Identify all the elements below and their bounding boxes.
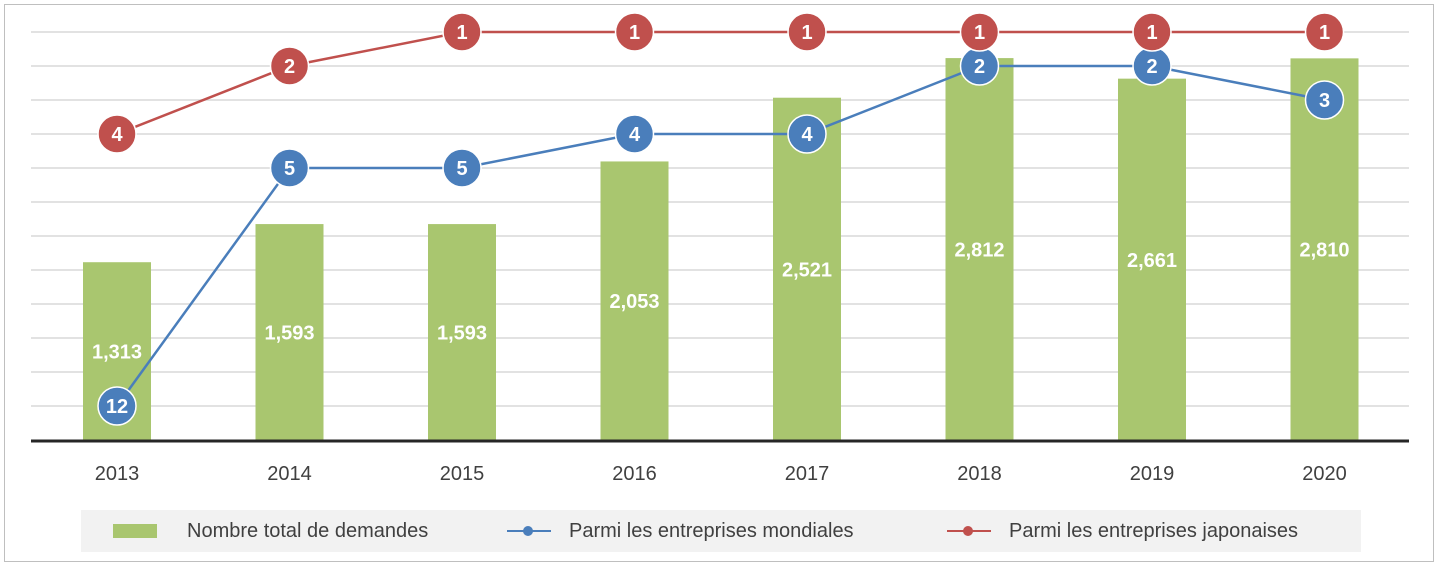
series-marker-label: 3 <box>1319 90 1330 112</box>
series-marker-label: 4 <box>111 124 123 146</box>
bar <box>1118 78 1186 442</box>
x-tick-label: 2014 <box>267 463 312 485</box>
series-line <box>115 64 1325 407</box>
series-marker <box>97 114 137 154</box>
bar-data-label: 1,593 <box>437 323 487 345</box>
series-marker-label: 2 <box>284 56 295 78</box>
series-marker-label: 2 <box>1146 56 1157 78</box>
series-marker-label: 1 <box>1146 22 1157 44</box>
series-marker <box>442 12 482 52</box>
bar-data-label: 2,810 <box>1299 240 1349 262</box>
series-marker <box>1132 12 1172 52</box>
bar-data-label: 2,053 <box>609 291 659 313</box>
legend-label-japonaises: Parmi les entreprises japonaises <box>1009 519 1299 542</box>
x-tick-label: 2019 <box>1130 463 1175 485</box>
series-marker <box>1304 80 1345 120</box>
legend-item-total-demandes: Nombre total de demandes <box>113 510 428 552</box>
legend-swatch-mondiales <box>507 524 551 538</box>
series-marker <box>97 386 137 426</box>
chart-frame: 1,313 1,593 1,593 2,053 2,521 2,812 2,661 2,810… <box>4 4 1434 562</box>
bar-data-label: 2,812 <box>954 240 1004 262</box>
series-marker-label: 1 <box>456 22 467 44</box>
legend-label-mondiales: Parmi les entreprises mondiales <box>569 519 854 542</box>
series-marker-label: 2 <box>974 56 985 78</box>
x-tick-label: 2018 <box>957 463 1002 485</box>
bar-data-label: 1,593 <box>264 323 314 345</box>
series-marker-label: 4 <box>629 124 641 146</box>
series-marker <box>442 148 482 188</box>
series-marker-label: 1 <box>974 22 985 44</box>
series-marker <box>614 12 655 52</box>
x-tick-label: 2020 <box>1302 463 1347 485</box>
chart-plot: 1,313 1,593 1,593 2,053 2,521 2,812 2,661 2,810… <box>31 12 1409 485</box>
bar <box>1290 58 1359 441</box>
series-marker-label: 5 <box>456 158 467 180</box>
bar <box>428 224 496 441</box>
bar-data-label: 1,313 <box>92 342 142 364</box>
series-marker <box>787 12 827 52</box>
x-tick-label: 2016 <box>612 463 657 485</box>
series-marker <box>1304 12 1345 52</box>
x-tick-label: 2013 <box>95 463 140 485</box>
legend-swatch-japonaises <box>947 524 991 538</box>
series-marker <box>787 114 827 154</box>
bar-data-label: 2,521 <box>782 259 832 281</box>
bar <box>945 58 1014 441</box>
legend-label-total-demandes: Nombre total de demandes <box>187 519 429 542</box>
bar <box>773 97 841 442</box>
series-marker-label: 1 <box>801 22 812 44</box>
legend-swatch-bar <box>113 524 157 538</box>
bar-data-label: 2,661 <box>1127 250 1177 272</box>
series-marker <box>614 114 655 154</box>
legend-item-mondiales: Parmi les entreprises mondiales <box>507 510 854 552</box>
series-marker <box>269 46 310 86</box>
series-marker-label: 1 <box>1319 22 1330 44</box>
legend-item-japonaises: Parmi les entreprises japonaises <box>947 510 1298 552</box>
series-marker-label: 1 <box>629 22 640 44</box>
legend: Nombre total de demandes Parmi les entre… <box>81 510 1361 552</box>
series-marker-label: 12 <box>106 396 128 418</box>
series-marker-label: 4 <box>801 124 813 146</box>
series-marker <box>959 12 1000 52</box>
x-tick-label: 2015 <box>440 463 485 485</box>
series-marker-label: 5 <box>284 158 295 180</box>
bar <box>600 161 669 441</box>
series-marker <box>269 148 310 188</box>
series-line <box>116 30 1325 136</box>
bar <box>255 224 324 441</box>
x-tick-label: 2017 <box>785 463 830 485</box>
